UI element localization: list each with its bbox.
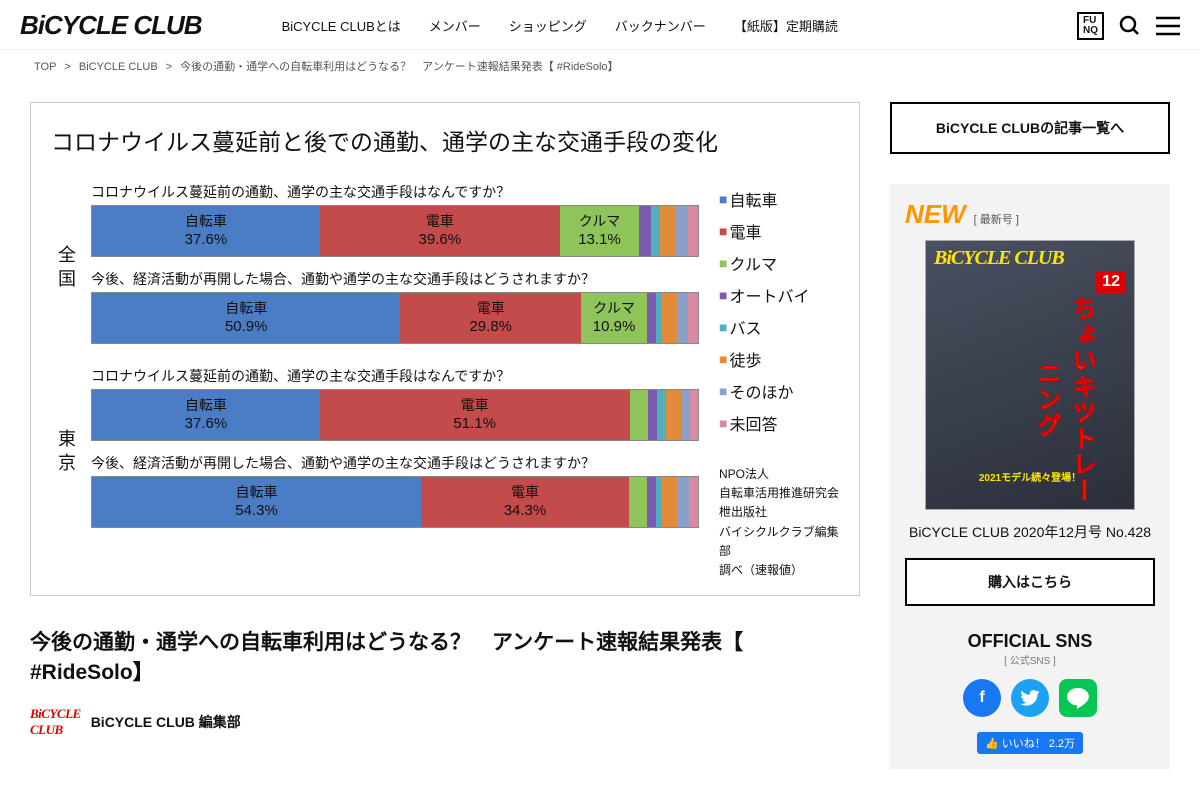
breadcrumb-item: 今後の通勤・通学への自転車利用はどうなる？ アンケート速報結果発表【 #Ride…	[180, 61, 618, 73]
buy-button[interactable]: 購入はこちら	[905, 558, 1155, 606]
bar-segment	[662, 293, 677, 343]
legend-item: ■電車	[719, 219, 839, 243]
bar-segment	[647, 477, 656, 527]
new-issue-box: NEW [ 最新号 ] BiCYCLE CLUB 12 ちょいキツトレーニング …	[890, 184, 1170, 769]
magazine-cover[interactable]: BiCYCLE CLUB 12 ちょいキツトレーニング 2021モデル続々登場！	[925, 240, 1135, 510]
fb-like-button[interactable]: 👍 いいね！ 2.2万	[977, 732, 1083, 754]
nav-item[interactable]: BiCYCLE CLUBとは	[282, 16, 401, 35]
site-logo[interactable]: BiCYCLE CLUB	[20, 10, 202, 41]
breadcrumb-item[interactable]: BiCYCLE CLUB	[79, 61, 158, 73]
mag-cover-logo: BiCYCLE CLUB	[934, 247, 1126, 270]
bar-segment	[688, 206, 698, 256]
bar-segment	[666, 390, 681, 440]
article-main: コロナウイルス蔓延前と後での通勤、通学の主な交通手段の変化 全国コロナウイルス蔓…	[30, 102, 860, 769]
bar-segment	[651, 206, 660, 256]
legend-item: ■自転車	[719, 187, 839, 211]
bar-segment: クルマ13.1%	[560, 206, 639, 256]
bar-segment: クルマ10.9%	[581, 293, 647, 343]
stacked-bar: 自転車37.6%電車39.6%クルマ13.1%	[91, 205, 699, 257]
bar-segment	[657, 390, 666, 440]
chart-credit: NPO法人自転車活用推進研究会枻出版社バイシクルクラブ編集部調べ（速報値）	[719, 465, 839, 580]
legend-item: ■クルマ	[719, 251, 839, 275]
bar-segment	[660, 206, 675, 256]
legend-item: ■オートバイ	[719, 283, 839, 307]
chart-question: 今後、経済活動が再開した場合、通勤や通学の主な交通手段はどうされますか？	[91, 453, 699, 473]
chart-title: コロナウイルス蔓延前と後での通勤、通学の主な交通手段の変化	[51, 123, 839, 157]
sns-title: OFFICIAL SNS	[905, 631, 1155, 652]
sidebar: BiCYCLE CLUBの記事一覧へ NEW [ 最新号 ] BiCYCLE C…	[890, 102, 1170, 769]
legend-item: ■そのほか	[719, 379, 839, 403]
bar-segment	[629, 477, 647, 527]
legend-item: ■徒歩	[719, 347, 839, 371]
chart-question: 今後、経済活動が再開した場合、通勤や通学の主な交通手段はどうされますか？	[91, 269, 699, 289]
magazine-title: BiCYCLE CLUB 2020年12月号 No.428	[905, 522, 1155, 543]
sns-sub: [ 公式SNS ]	[905, 652, 1155, 667]
nav-item[interactable]: メンバー	[429, 16, 481, 35]
menu-icon[interactable]	[1156, 16, 1180, 36]
legend-item: ■未回答	[719, 411, 839, 435]
breadcrumb: TOP>BiCYCLE CLUB>今後の通勤・通学への自転車利用はどうなる？ ア…	[0, 50, 1200, 82]
bar-segment: 自転車37.6%	[92, 206, 320, 256]
article-author: BiCYCLECLUB BiCYCLE CLUB 編集部	[30, 706, 860, 738]
breadcrumb-item[interactable]: TOP	[34, 61, 56, 73]
bar-segment	[677, 477, 689, 527]
bar-segment	[689, 477, 697, 527]
chart-question: コロナウイルス蔓延前の通勤、通学の主な交通手段はなんですか？	[91, 366, 699, 386]
search-icon[interactable]	[1118, 14, 1142, 38]
bar-segment: 自転車37.6%	[92, 390, 320, 440]
nav-item[interactable]: バックナンバー	[615, 16, 706, 35]
region-label: 東京	[51, 366, 81, 540]
stacked-bar: 自転車50.9%電車29.8%クルマ10.9%	[91, 292, 699, 344]
chart-legend: ■自転車 ■電車 ■クルマ ■オートバイ ■バス ■徒歩 ■そのほか ■未回答 NPO法人自転車…	[699, 182, 839, 580]
author-logo-icon: BiCYCLECLUB	[30, 706, 81, 738]
sns-icons: f	[905, 679, 1155, 717]
new-label: NEW	[905, 199, 966, 230]
bar-segment: 自転車54.3%	[92, 477, 421, 527]
bar-segment	[681, 390, 690, 440]
legend-item: ■バス	[719, 315, 839, 339]
chart-regions: 全国コロナウイルス蔓延前の通勤、通学の主な交通手段はなんですか？ 自転車37.6%…	[51, 182, 699, 580]
bar-segment: 電車34.3%	[421, 477, 629, 527]
bar-segment	[676, 206, 688, 256]
header: BiCYCLE CLUB BiCYCLE CLUBとは メンバー ショッピング バック…	[0, 0, 1200, 50]
chart-container: コロナウイルス蔓延前と後での通勤、通学の主な交通手段の変化 全国コロナウイルス蔓…	[30, 102, 860, 596]
chart-region: 東京コロナウイルス蔓延前の通勤、通学の主な交通手段はなんですか？ 自転車37.6%…	[51, 366, 699, 540]
stacked-bar: 自転車54.3%電車34.3%	[91, 476, 699, 528]
bar-segment: 電車29.8%	[400, 293, 581, 343]
line-icon[interactable]	[1059, 679, 1097, 717]
mag-cover-issue: 12	[1096, 271, 1126, 293]
bar-segment	[690, 390, 698, 440]
main-nav: BiCYCLE CLUBとは メンバー ショッピング バックナンバー 【紙版】定期購読	[282, 16, 838, 35]
stacked-bar: 自転車37.6%電車51.1%	[91, 389, 699, 441]
bar-segment: 電車39.6%	[320, 206, 560, 256]
bar-segment	[647, 293, 656, 343]
mag-cover-sub: 2021モデル続々登場！	[926, 469, 1134, 484]
funq-logo[interactable]: FUNQ	[1077, 12, 1104, 40]
article-title: 今後の通勤・通学への自転車利用はどうなる？ アンケート速報結果発表【 #Ride…	[30, 626, 860, 686]
bar-segment: 電車51.1%	[320, 390, 630, 440]
bar-segment	[677, 293, 688, 343]
article-list-link[interactable]: BiCYCLE CLUBの記事一覧へ	[890, 102, 1170, 154]
nav-item[interactable]: 【紙版】定期購読	[734, 16, 838, 35]
bar-segment	[688, 293, 698, 343]
bar-segment	[662, 477, 677, 527]
new-sub: [ 最新号 ]	[974, 211, 1019, 227]
bar-segment	[639, 206, 651, 256]
author-name: BiCYCLE CLUB 編集部	[91, 712, 241, 732]
region-label: 全国	[51, 182, 81, 356]
nav-item[interactable]: ショッピング	[509, 16, 587, 35]
bar-segment	[648, 390, 657, 440]
chart-question: コロナウイルス蔓延前の通勤、通学の主な交通手段はなんですか？	[91, 182, 699, 202]
bar-segment: 自転車50.9%	[92, 293, 400, 343]
facebook-icon[interactable]: f	[963, 679, 1001, 717]
twitter-icon[interactable]	[1011, 679, 1049, 717]
bar-segment	[630, 390, 648, 440]
chart-region: 全国コロナウイルス蔓延前の通勤、通学の主な交通手段はなんですか？ 自転車37.6%…	[51, 182, 699, 356]
